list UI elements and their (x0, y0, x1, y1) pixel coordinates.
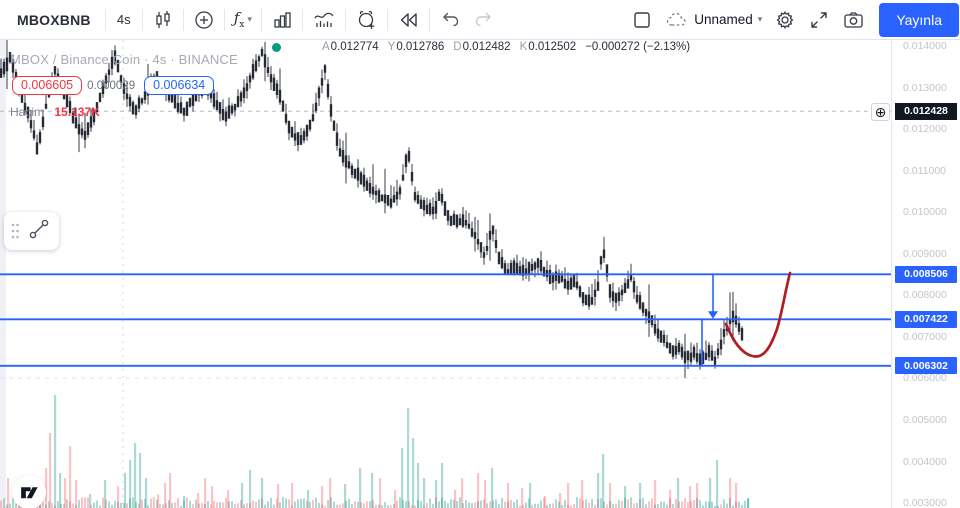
toolbar-separator (141, 8, 143, 31)
screenshot-button[interactable] (836, 5, 871, 35)
ohlc-change: −0.000272 (−2.13%) (585, 41, 691, 53)
price-tick-label: 0.005000 (903, 413, 947, 426)
price-tick-label: 0.009000 (903, 247, 947, 260)
ohlc-close: K0.012502 (519, 41, 577, 53)
toolbar-separator (182, 8, 184, 31)
toolbar-separator (428, 8, 430, 31)
indicators-button[interactable]: ƒx ▾ (228, 5, 258, 35)
toolbar-separator (386, 8, 388, 31)
price-tick-label: 0.004000 (903, 455, 947, 468)
top-toolbar: MBOXBNB 4s ƒx ▾ (0, 0, 960, 40)
create-alert-button[interactable] (349, 5, 384, 35)
trend-line-tool-button[interactable] (24, 216, 54, 246)
ohlc-low: D0.012482 (453, 41, 511, 53)
undo-arrow-icon (439, 10, 461, 30)
ohlc-high: Y0.012786 (387, 41, 445, 53)
price-tick-label: 0.008000 (903, 289, 947, 302)
price-tick-label: 0.014000 (903, 40, 947, 52)
price-tick-label: 0.007000 (903, 330, 947, 343)
price-tick-label: 0.011000 (903, 164, 947, 177)
chevron-down-icon: ▾ (757, 14, 763, 24)
ohlc-open: A0.012774 (322, 41, 379, 53)
compare-add-icon (193, 9, 215, 31)
bar-replay-button[interactable] (391, 5, 426, 35)
price-tick-label: 0.006000 (903, 372, 947, 385)
price-tick-label: 0.003000 (903, 497, 947, 508)
level-price-label: 0.006302 (895, 357, 957, 375)
cloud-icon (665, 10, 689, 30)
toolbar-separator (104, 8, 106, 31)
camera-icon (842, 10, 865, 30)
measurement-labels: 0.006605 0.000029 0.006634 (12, 76, 215, 95)
data-status-dot (272, 43, 281, 52)
interval-button[interactable]: 4s (116, 12, 131, 27)
toolbar-separator (344, 8, 346, 31)
trend-line-icon (26, 216, 52, 247)
chevron-down-icon: ▾ (247, 14, 252, 24)
level-price-label: 0.008506 (895, 265, 957, 283)
fx-indicators-icon: ƒx (233, 9, 245, 30)
wave-over-bars-icon (312, 9, 336, 31)
toolbar-separator (223, 8, 225, 31)
price-tick-label: 0.010000 (903, 206, 947, 219)
drag-handle-icon[interactable] (9, 219, 21, 243)
price-tick-label: 0.013000 (903, 81, 947, 94)
chart-style-button[interactable] (146, 5, 180, 35)
chart-canvas[interactable]: MBOX / Binance Coin · 4s · BINANCE A0.01… (0, 40, 891, 508)
gear-icon (774, 9, 796, 31)
floating-drawing-toolbar (4, 212, 59, 250)
undo-button[interactable] (433, 5, 467, 35)
select-layout-button[interactable] (625, 5, 659, 35)
publish-button[interactable]: Yayınla (879, 2, 959, 37)
columns-chart-icon (271, 9, 293, 31)
toolbar-separator (301, 8, 303, 31)
current-price-label: 0.012428 (895, 102, 957, 120)
fullscreen-expand-icon (808, 9, 830, 31)
fullscreen-button[interactable] (802, 5, 836, 35)
indicator-templates-button[interactable] (306, 5, 342, 35)
compare-button[interactable] (187, 5, 221, 35)
symbol-button[interactable]: MBOXBNB (17, 11, 91, 28)
financials-button[interactable] (265, 5, 299, 35)
measure-high-label[interactable]: 0.006634 (144, 76, 215, 95)
price-scale-plus-button[interactable]: ⊕ (871, 103, 890, 121)
measure-low-label[interactable]: 0.006605 (12, 76, 83, 95)
level-price-label: 0.007422 (895, 310, 957, 328)
redo-button[interactable] (467, 5, 501, 35)
price-tick-label: 0.012000 (903, 123, 947, 136)
toolbar-separator (260, 8, 262, 31)
layout-square-icon (631, 9, 653, 31)
tradingview-logo[interactable] (12, 475, 46, 508)
layout-name-label: Unnamed (694, 12, 753, 27)
rewind-icon (397, 10, 420, 30)
price-scale[interactable]: 0.014000 0.013000 0.012000 0.011000 0.010000… (891, 40, 960, 508)
cloud-save-button[interactable]: Unnamed ▾ (659, 5, 768, 35)
alarm-clock-plus-icon (355, 8, 378, 31)
candlestick-style-icon (152, 9, 174, 31)
redo-arrow-icon (473, 10, 495, 30)
chart-settings-button[interactable] (768, 5, 802, 35)
ohlc-values: A0.012774 Y0.012786 D0.012482 K0.012502 … (322, 41, 690, 53)
measure-difference-label: 0.000029 (87, 79, 136, 92)
